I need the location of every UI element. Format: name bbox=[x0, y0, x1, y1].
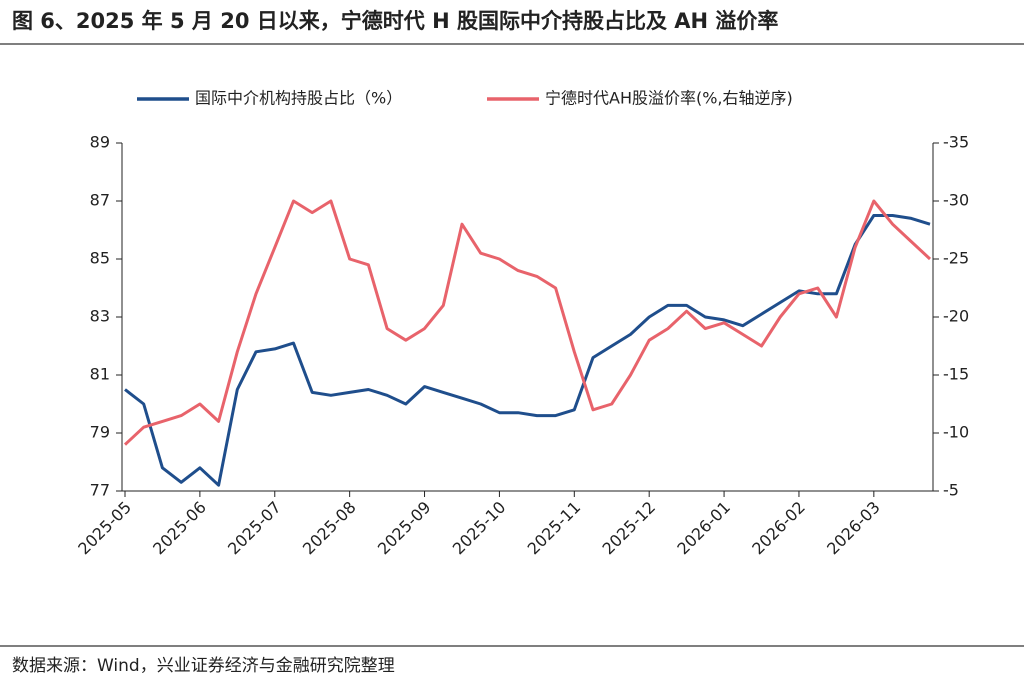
y2-tick-label: -10 bbox=[943, 423, 969, 442]
y2-tick-label: -15 bbox=[943, 365, 969, 384]
series-line bbox=[124, 214, 931, 487]
source: 数据来源：Wind，兴业证券经济与金融研究院整理 bbox=[12, 656, 395, 676]
y2-tick-label: -5 bbox=[943, 481, 959, 500]
legend-label: 宁德时代AH股溢价率(%,右轴逆序) bbox=[545, 89, 793, 108]
series-line bbox=[123, 199, 932, 446]
y-tick-label: 87 bbox=[90, 191, 110, 210]
y-tick-label: 83 bbox=[90, 307, 110, 326]
y-tick-label: 77 bbox=[90, 481, 110, 500]
y-tick-label: 85 bbox=[90, 249, 110, 268]
y2-tick-label: -20 bbox=[943, 307, 969, 326]
y2-tick-label: -35 bbox=[943, 133, 969, 152]
y-tick-label: 89 bbox=[90, 133, 110, 152]
y2-tick-label: -25 bbox=[943, 249, 969, 268]
legend-label: 国际中介机构持股占比（%） bbox=[195, 89, 402, 108]
y2-tick-label: -30 bbox=[943, 191, 969, 210]
y-tick-label: 81 bbox=[90, 365, 110, 384]
y-tick-label: 79 bbox=[90, 423, 110, 442]
chart-title: 图 6、2025 年 5 月 20 日以来，宁德时代 H 股国际中介持股占比及 … bbox=[12, 9, 778, 33]
